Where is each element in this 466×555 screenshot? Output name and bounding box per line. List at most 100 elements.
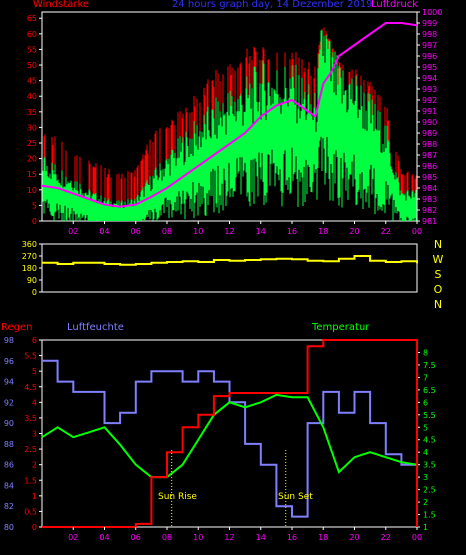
temperature-tick-label: 5.5 [423,411,436,420]
pressure-tick-label: 992 [422,96,437,105]
x-tick-label: 08 [162,227,172,236]
x-tick-label: 08 [162,533,172,542]
temperature-tick-label: 6.5 [423,386,436,395]
wind-tick-label: 10 [27,186,37,195]
pressure-tick-label: 998 [422,30,437,39]
pressure-tick-label: 995 [422,63,437,72]
x-tick-label: 18 [318,227,328,236]
x-tick-label: 10 [193,533,203,542]
humidity-line [42,359,418,518]
humidity-tick-label: 98 [4,336,14,345]
compass-label: W [433,253,444,266]
temperature-tick-label: 7.5 [423,361,436,370]
humidity-tick-label: 88 [4,440,14,449]
temperature-tick-label: 4 [423,448,428,457]
sun-set-annotation: Sun Set [278,492,313,502]
wind-tick-label: 30 [27,123,37,132]
direction-panel-frame [41,243,418,293]
temperature-tick-label: 8 [423,348,428,357]
pressure-tick-label: 994 [422,74,437,83]
wind-tick-label: 20 [27,155,37,164]
x-tick-label: 06 [131,227,141,236]
direction-line [42,255,418,266]
rain-tick-label: 0.5 [24,507,37,516]
pressure-tick-label: 1000 [422,8,442,17]
direction-tick-label: 0 [32,288,37,297]
x-tick-label: 16 [287,533,297,542]
humidity-tick-label: 80 [4,523,14,532]
x-tick-label: 22 [381,227,391,236]
temperature-tick-label: 2 [423,498,428,507]
rain-tick-label: 5.5 [24,352,37,361]
direction-tick-label: 270 [22,252,37,261]
x-tick-label: 02 [68,533,78,542]
x-tick-label: 18 [318,533,328,542]
compass-label: S [435,268,442,281]
compass-label: O [434,283,443,296]
pressure-tick-label: 997 [422,41,437,50]
rain-tick-label: 0 [32,523,37,532]
temperature-line [41,393,418,479]
temperature-tick-label: 1.5 [423,511,436,520]
x-tick-label: 02 [68,227,78,236]
temperature-tick-label: 3.5 [423,461,436,470]
temperature-tick-label: 3 [423,473,428,482]
wind-tick-label: 55 [27,45,37,54]
wind-tick-label: 5 [32,201,37,210]
rain-tick-label: 4 [32,398,37,407]
x-tick-label: 12 [224,533,234,542]
wind-tick-label: 15 [27,170,37,179]
compass-label: N [434,298,442,311]
wind-tick-label: 35 [27,108,37,117]
x-tick-label: 04 [99,227,109,236]
temperature-tick-label: 2.5 [423,486,436,495]
temperature-tick-label: 5 [423,423,428,432]
chart-title: 24 hours graph day, 14 Dezember 2019 [172,0,373,10]
rain-axis-label: Regen [1,322,33,333]
pressure-tick-label: 987 [422,151,437,160]
humidity-tick-label: 84 [4,481,14,490]
pressure-tick-label: 990 [422,118,437,127]
humidity-axis-label: Luftfeuchte [67,322,124,333]
pressure-tick-label: 999 [422,19,437,28]
pressure-tick-label: 984 [422,184,437,193]
temperature-tick-label: 6 [423,398,428,407]
wind-tick-label: 40 [27,92,37,101]
x-tick-label: 22 [381,533,391,542]
rain-tick-label: 3.5 [24,414,37,423]
x-tick-label: 20 [349,533,359,542]
humidity-tick-label: 82 [4,502,14,511]
x-tick-label: 12 [224,227,234,236]
wind-tick-label: 0 [32,217,37,226]
x-tick-label: 20 [349,227,359,236]
humidity-tick-label: 86 [4,461,14,470]
rain-tick-label: 6 [32,336,37,345]
rain-panel-frame [41,339,418,528]
rain-tick-label: 3 [32,430,37,439]
temperature-tick-label: 1 [423,523,428,532]
x-tick-label: 14 [256,533,266,542]
pressure-line [41,22,418,208]
humidity-tick-label: 96 [4,357,14,366]
pressure-tick-label: 989 [422,129,437,138]
x-tick-label: 06 [131,533,141,542]
rain-line [42,339,418,528]
wind-tick-label: 60 [27,30,37,39]
wind-tick-label: 50 [27,61,37,70]
sun-rise-annotation: Sun Rise [158,492,197,502]
temperature-tick-label: 7 [423,373,428,382]
wind-axis-label: Windstärke [33,0,90,10]
rain-tick-label: 4.5 [24,383,37,392]
x-tick-label: 04 [99,533,109,542]
wind-tick-label: 45 [27,77,37,86]
temperature-axis-label: Temperatur [312,322,370,333]
rain-tick-label: 2 [32,461,37,470]
wind-tick-label: 65 [27,14,37,23]
direction-tick-label: 90 [27,276,37,285]
humidity-tick-label: 92 [4,398,14,407]
x-tick-label: 10 [193,227,203,236]
x-tick-label: 00 [412,227,422,236]
humidity-tick-label: 90 [4,419,14,428]
pressure-tick-label: 982 [422,206,437,215]
